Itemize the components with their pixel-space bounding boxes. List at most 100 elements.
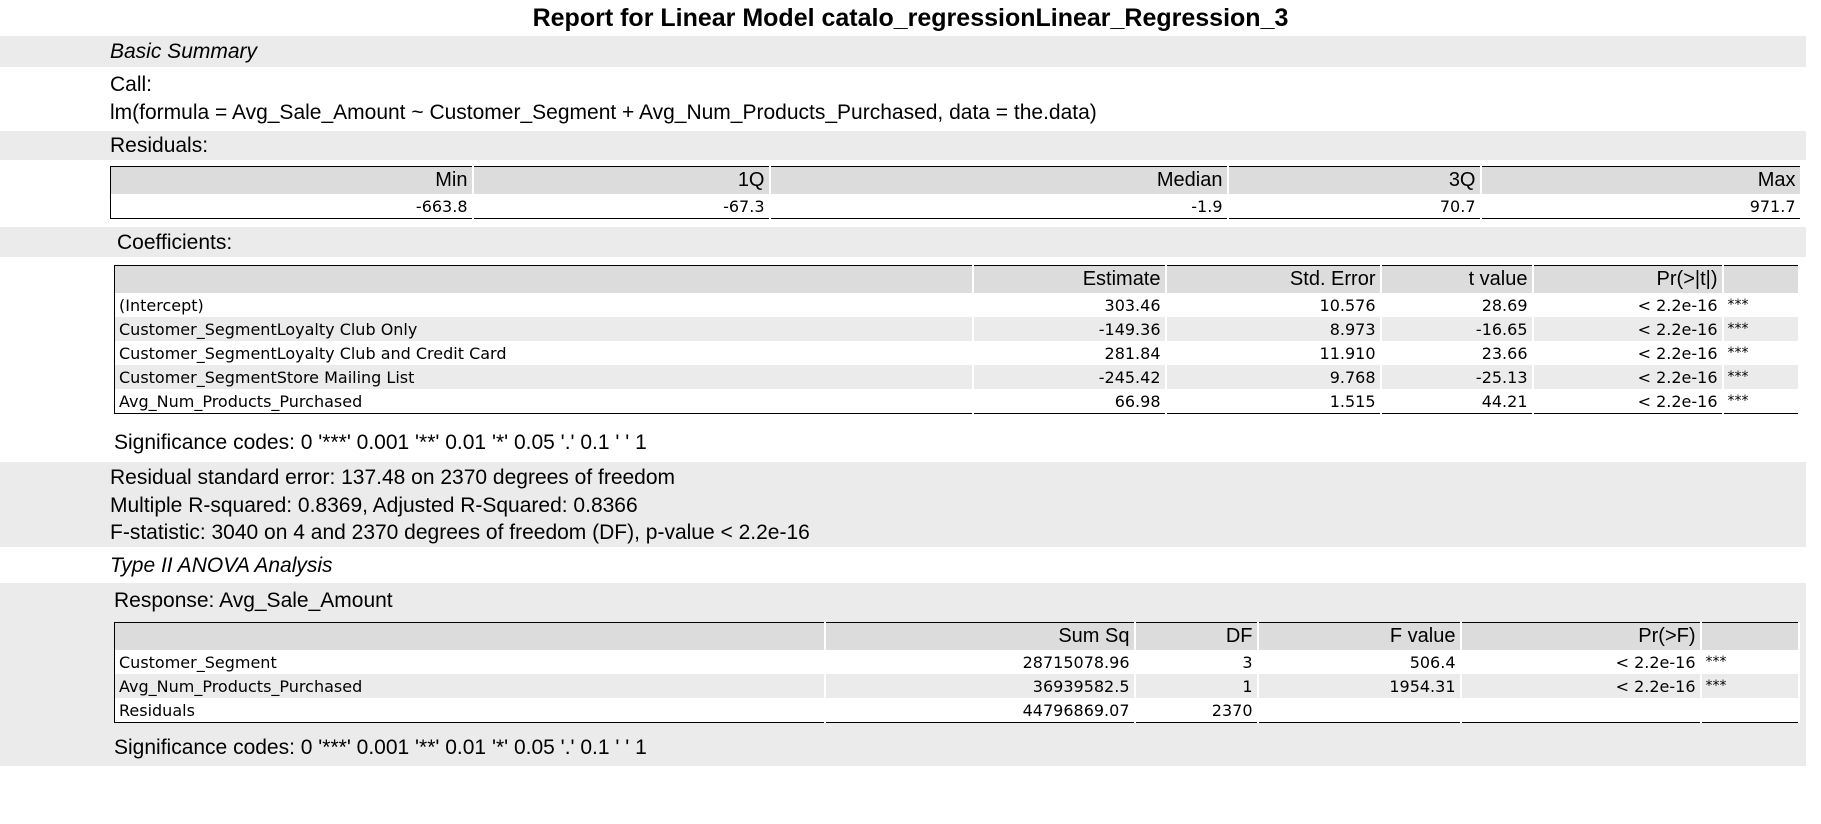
table-row: Avg_Num_Products_Purchased 66.98 1.515 4…: [114, 389, 1800, 414]
significance-stars: ***: [1722, 389, 1800, 414]
cell: 3: [1134, 650, 1259, 674]
col-header: 3Q: [1227, 166, 1482, 194]
coefficients-header-row: Estimate Std. Error t value Pr(>|t|): [114, 265, 1800, 293]
residuals-header-row: Min 1Q Median 3Q Max: [110, 166, 1802, 194]
r-squared: Multiple R-squared: 0.8369, Adjusted R-S…: [110, 494, 638, 517]
table-row: Customer_SegmentStore Mailing List -245.…: [114, 365, 1800, 389]
basic-summary-heading: Basic Summary: [110, 40, 258, 63]
cell: 971.7: [1480, 194, 1802, 219]
cell: -1.9: [769, 194, 1229, 219]
significance-stars: ***: [1722, 293, 1800, 317]
col-header: [114, 265, 974, 293]
call-formula: lm(formula = Avg_Sale_Amount ~ Customer_…: [110, 101, 1097, 124]
cell: (Intercept): [114, 293, 974, 317]
col-header: Pr(>|t|): [1532, 265, 1724, 293]
cell: < 2.2e-16: [1532, 293, 1724, 317]
table-row: Customer_Segment 28715078.96 3 506.4 < 2…: [114, 650, 1800, 674]
coefficients-table: Estimate Std. Error t value Pr(>|t|) (In…: [114, 265, 1800, 414]
residual-standard-error: Residual standard error: 137.48 on 2370 …: [110, 466, 676, 489]
cell: 281.84: [972, 341, 1167, 365]
table-row: Customer_SegmentLoyalty Club and Credit …: [114, 341, 1800, 365]
significance-stars: ***: [1700, 674, 1800, 698]
table-row: Customer_SegmentLoyalty Club Only -149.3…: [114, 317, 1800, 341]
cell: Customer_SegmentStore Mailing List: [114, 365, 974, 389]
cell: 66.98: [972, 389, 1167, 414]
anova-header-row: Sum Sq DF F value Pr(>F): [114, 622, 1800, 650]
cell: 44.21: [1380, 389, 1534, 414]
cell: -25.13: [1380, 365, 1534, 389]
cell: Customer_SegmentLoyalty Club Only: [114, 317, 974, 341]
cell: -663.8: [110, 194, 474, 219]
cell: < 2.2e-16: [1532, 317, 1724, 341]
band-basic-summary: [0, 36, 1806, 67]
report-title: Report for Linear Model catalo_regressio…: [532, 4, 1289, 32]
significance-stars: ***: [1700, 650, 1800, 674]
coefficients-heading: Coefficients:: [117, 231, 233, 254]
col-header: DF: [1134, 622, 1259, 650]
anova-response: Response: Avg_Sale_Amount: [114, 589, 393, 612]
col-header: t value: [1380, 265, 1534, 293]
cell: -67.3: [472, 194, 771, 219]
cell: 1: [1134, 674, 1259, 698]
cell: -149.36: [972, 317, 1167, 341]
cell: < 2.2e-16: [1532, 365, 1724, 389]
coefficients-significance-codes: Significance codes: 0 '***' 0.001 '**' 0…: [114, 431, 647, 454]
table-row: Residuals 44796869.07 2370: [114, 698, 1800, 723]
col-header: F value: [1257, 622, 1462, 650]
cell: 1954.31: [1257, 674, 1462, 698]
anova-significance-codes: Significance codes: 0 '***' 0.001 '**' 0…: [114, 736, 647, 759]
cell: 1.515: [1165, 389, 1382, 414]
cell: -245.42: [972, 365, 1167, 389]
table-row: -663.8 -67.3 -1.9 70.7 971.7: [110, 194, 1802, 219]
cell: < 2.2e-16: [1460, 674, 1702, 698]
cell: 10.576: [1165, 293, 1382, 317]
col-header: [114, 622, 826, 650]
anova-heading: Type II ANOVA Analysis: [110, 554, 333, 577]
cell: < 2.2e-16: [1532, 341, 1724, 365]
col-header: Sum Sq: [824, 622, 1136, 650]
col-header: [1722, 265, 1800, 293]
significance-stars: ***: [1722, 365, 1800, 389]
residuals-heading: Residuals:: [110, 134, 209, 157]
col-header: Max: [1480, 166, 1802, 194]
col-header: [1700, 622, 1800, 650]
col-header: Min: [110, 166, 474, 194]
col-header: Pr(>F): [1460, 622, 1702, 650]
f-statistic: F-statistic: 3040 on 4 and 2370 degrees …: [110, 521, 810, 544]
cell: 23.66: [1380, 341, 1534, 365]
cell: 28.69: [1380, 293, 1534, 317]
cell: -16.65: [1380, 317, 1534, 341]
cell: Customer_Segment: [114, 650, 826, 674]
residuals-table: Min 1Q Median 3Q Max -663.8 -67.3 -1.9 7…: [110, 166, 1802, 219]
significance-stars: ***: [1722, 317, 1800, 341]
cell: [1460, 698, 1702, 723]
significance-stars: ***: [1722, 341, 1800, 365]
cell: 36939582.5: [824, 674, 1136, 698]
band-fit-stats: [0, 462, 1806, 547]
cell: 8.973: [1165, 317, 1382, 341]
cell: 303.46: [972, 293, 1167, 317]
cell: Avg_Num_Products_Purchased: [114, 674, 826, 698]
cell: 2370: [1134, 698, 1259, 723]
anova-table: Sum Sq DF F value Pr(>F) Customer_Segmen…: [114, 622, 1800, 723]
call-label: Call:: [110, 73, 153, 96]
col-header: Estimate: [972, 265, 1167, 293]
col-header: 1Q: [472, 166, 771, 194]
cell: 11.910: [1165, 341, 1382, 365]
band-coefficients: [0, 227, 1806, 257]
table-row: (Intercept) 303.46 10.576 28.69 < 2.2e-1…: [114, 293, 1800, 317]
cell: < 2.2e-16: [1460, 650, 1702, 674]
col-header: Median: [769, 166, 1229, 194]
cell: 506.4: [1257, 650, 1462, 674]
cell: 44796869.07: [824, 698, 1136, 723]
cell: < 2.2e-16: [1532, 389, 1724, 414]
band-residuals: [0, 131, 1806, 160]
significance-stars: [1700, 698, 1800, 723]
cell: 9.768: [1165, 365, 1382, 389]
cell: 70.7: [1227, 194, 1482, 219]
cell: Customer_SegmentLoyalty Club and Credit …: [114, 341, 974, 365]
cell: [1257, 698, 1462, 723]
cell: Residuals: [114, 698, 826, 723]
table-row: Avg_Num_Products_Purchased 36939582.5 1 …: [114, 674, 1800, 698]
cell: 28715078.96: [824, 650, 1136, 674]
